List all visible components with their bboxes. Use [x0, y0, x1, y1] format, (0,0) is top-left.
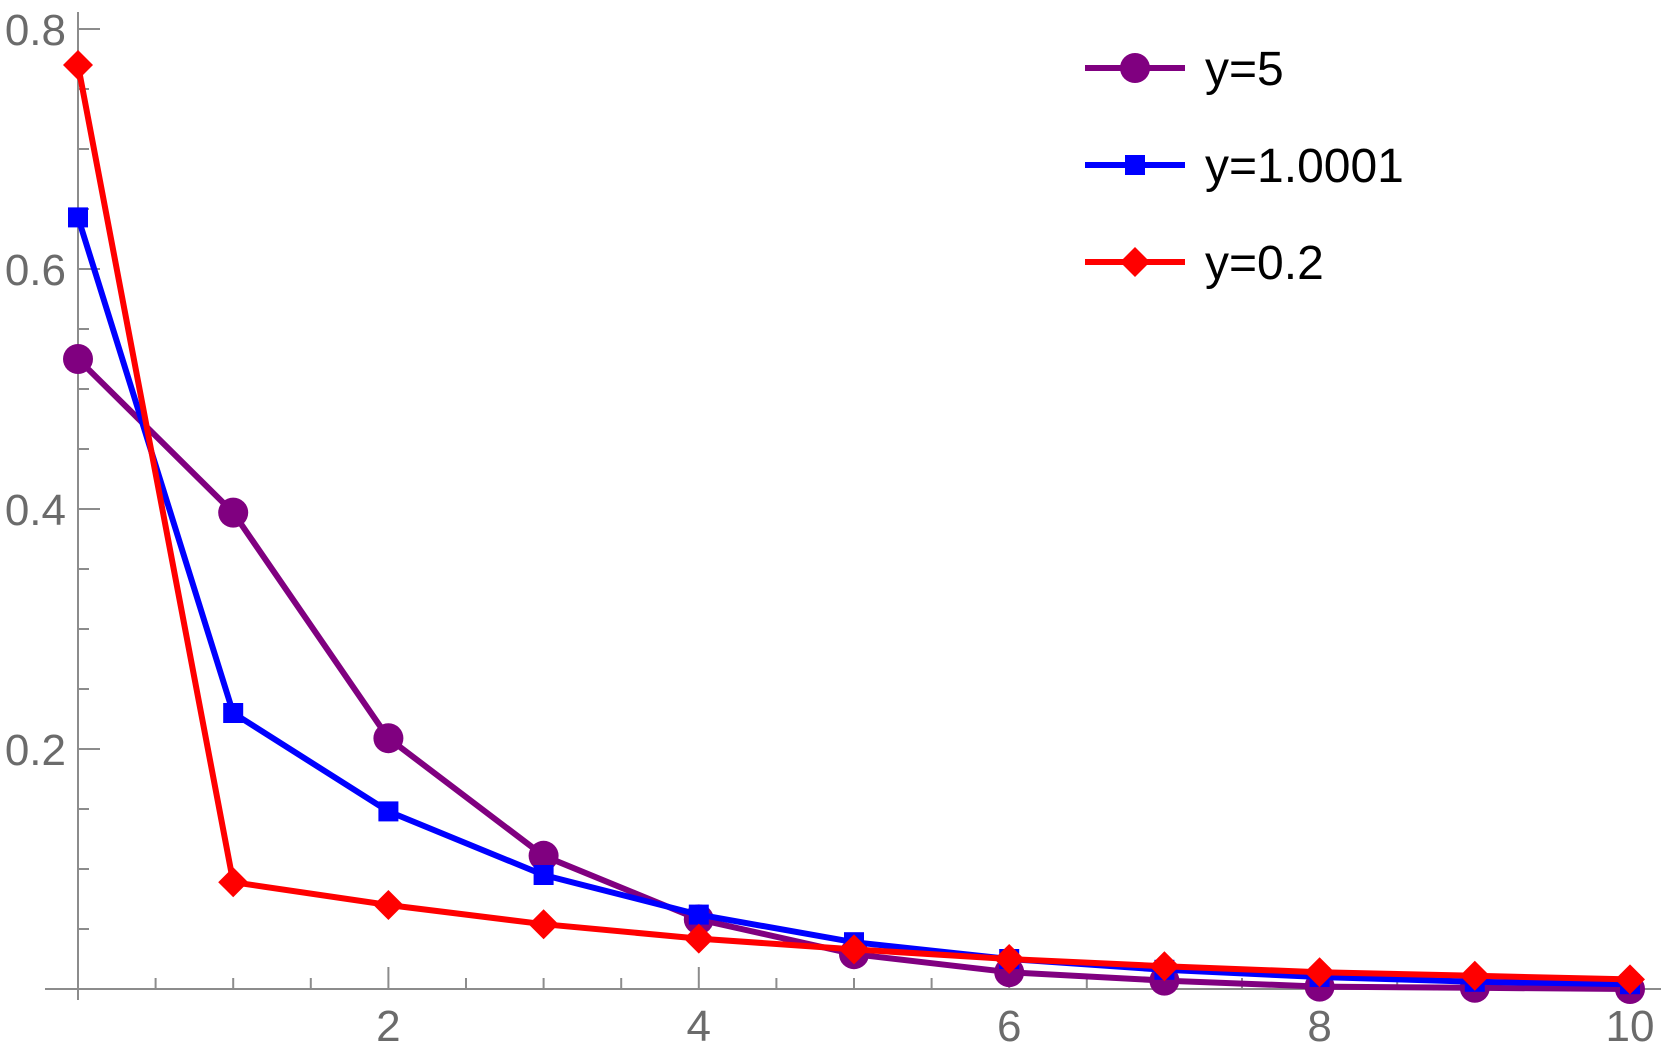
- data-point: [218, 497, 249, 528]
- legend-label: y=0.2: [1205, 237, 1324, 290]
- series-line: [75, 64, 1631, 983]
- legend-item: y=5: [1085, 43, 1284, 96]
- data-point: [63, 344, 93, 374]
- legend-marker: [1120, 53, 1150, 83]
- axes: 2 4 6 8 10 0.2 0.4 0.6 0.8: [5, 6, 1661, 1051]
- legend-item: y=0.2: [1085, 237, 1324, 290]
- x-tick-label: 2: [376, 1002, 400, 1051]
- data-point: [373, 890, 404, 920]
- data-point: [373, 723, 404, 754]
- data-point: [688, 904, 709, 925]
- plot-area: [63, 50, 1645, 1004]
- series-1: [63, 344, 1645, 1004]
- x-tick-label: 6: [997, 1002, 1021, 1051]
- data-point: [68, 207, 88, 228]
- legend-item: y=1.0001: [1085, 140, 1404, 193]
- data-point: [533, 865, 554, 885]
- data-point: [683, 923, 714, 954]
- y-tick-label: 0.4: [5, 486, 66, 535]
- series-3: [63, 50, 1645, 995]
- legend-label: y=5: [1205, 43, 1284, 96]
- data-point: [1459, 960, 1490, 991]
- x-tick-label: 10: [1606, 1002, 1655, 1051]
- data-point: [1615, 964, 1645, 995]
- data-point: [1149, 951, 1180, 982]
- series-2: [68, 207, 1640, 995]
- series-line: [75, 216, 1631, 988]
- data-point: [218, 867, 249, 898]
- legend: y=5 y=1.0001 y=0.2: [1085, 43, 1404, 290]
- legend-marker: [1125, 155, 1145, 175]
- y-tick-label: 0.2: [5, 726, 66, 775]
- legend-marker: [1120, 247, 1150, 277]
- data-point: [528, 909, 559, 940]
- x-tick-label: 4: [687, 1002, 711, 1051]
- data-point: [839, 934, 869, 965]
- data-point: [223, 703, 244, 723]
- data-point: [994, 944, 1025, 974]
- y-tick-label: 0.6: [5, 246, 66, 295]
- data-point: [528, 840, 559, 871]
- legend-label: y=1.0001: [1205, 140, 1404, 193]
- y-tick-label: 0.8: [5, 6, 66, 55]
- data-point: [378, 801, 399, 822]
- data-point: [63, 50, 93, 80]
- x-tick-label: 8: [1307, 1002, 1331, 1051]
- data-point: [1304, 957, 1335, 988]
